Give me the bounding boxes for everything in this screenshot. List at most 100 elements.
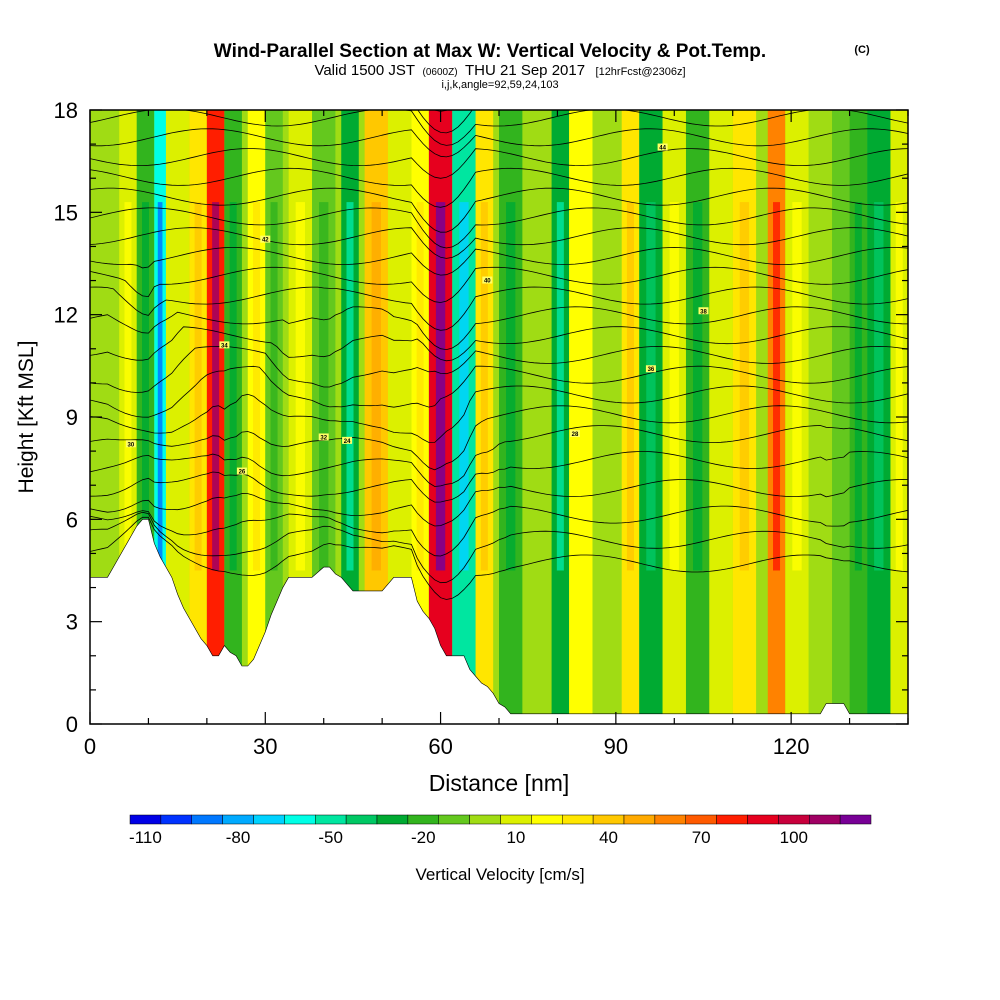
isentrope-label: 30 [128, 442, 135, 448]
velocity-field [90, 110, 908, 724]
velocity-core [212, 202, 220, 571]
colorbar-swatch [376, 814, 409, 825]
velocity-core [815, 202, 826, 571]
colorbar-swatch [623, 814, 656, 825]
velocity-core [669, 202, 679, 571]
isentrope-label: 34 [221, 343, 228, 349]
subtitle-forecast: [12hrFcst@2306z] [596, 66, 686, 78]
colorbar-swatch [253, 814, 285, 825]
isentrope-label: 40 [484, 279, 491, 285]
isentrope-label-bg [342, 436, 353, 444]
velocity-core [253, 202, 261, 571]
isentrope-line [90, 385, 908, 443]
isentropes [90, 110, 908, 600]
colorbar-swatch [315, 814, 347, 825]
colorbar: -110 -80 -50 -20 10 40 70 100 [129, 814, 872, 847]
velocity-core [792, 202, 802, 571]
x-tick-label: 0 [84, 734, 96, 759]
colorbar-swatch [716, 814, 748, 825]
isentrope-label-bg [125, 440, 136, 448]
y-tick-label: 9 [66, 405, 78, 430]
isentrope-label: 38 [700, 309, 707, 315]
velocity-core [416, 202, 424, 571]
isentrope-line [90, 266, 908, 303]
colorbar-swatch [500, 814, 532, 825]
isentrope-label-bg [569, 430, 580, 438]
isentrope-line [90, 511, 908, 584]
velocity-core [716, 202, 726, 571]
isentrope-label-bg [482, 276, 493, 284]
y-tick-label: 0 [66, 712, 78, 737]
isentrope-line [90, 286, 908, 331]
velocity-core [646, 202, 656, 571]
x-tick-label: 30 [253, 734, 277, 759]
isentrope-line [90, 516, 908, 600]
velocity-core [603, 202, 611, 571]
velocity-core [556, 202, 564, 571]
isentrope-line [90, 479, 908, 527]
isentrope-label-bg [645, 365, 656, 373]
velocity-core [435, 202, 446, 571]
colorbar-swatch [654, 814, 686, 825]
velocity-core [295, 202, 306, 571]
velocity-core [459, 202, 469, 571]
isentrope-label: 36 [648, 367, 655, 373]
colorbar-tick-label: 40 [599, 828, 618, 847]
isentrope-line [90, 505, 908, 557]
colorbar-swatch [778, 814, 810, 825]
title-mark: (C) [854, 44, 870, 56]
colorbar-tick-label: -20 [411, 828, 436, 847]
isentrope-line [90, 306, 908, 351]
velocity-core [194, 202, 202, 571]
velocity-core [270, 202, 278, 571]
colorbar-swatch [531, 814, 563, 825]
velocity-core [480, 202, 488, 571]
velocity-core [172, 202, 183, 571]
isentrope-line [90, 207, 908, 249]
chart-title: Wind-Parallel Section at Max W: Vertical… [214, 41, 766, 62]
velocity-core [773, 202, 781, 571]
velocity-core [576, 202, 586, 571]
colorbar-swatch [407, 814, 439, 825]
y-axis-label: Height [Kft MSL] [15, 341, 38, 494]
velocity-core [837, 202, 845, 571]
isentrope-label-bg [657, 143, 668, 151]
isentrope-line [90, 326, 908, 362]
velocity-core [229, 202, 237, 571]
velocity-core [346, 202, 354, 571]
velocity-core [394, 202, 405, 571]
colorbar-swatch [222, 814, 254, 825]
chart-indices: i,j,k,angle=92,59,24,103 [441, 79, 558, 91]
colorbar-swatch [809, 814, 841, 825]
isentrope-label: 24 [344, 439, 351, 445]
velocity-core [157, 202, 163, 571]
velocity-core [535, 202, 545, 571]
velocity-core [895, 202, 903, 571]
x-tick-label: 120 [773, 734, 810, 759]
isentrope-label-bg [236, 467, 247, 475]
isentrope-label-bg [318, 433, 329, 441]
colorbar-tick-label: -110 [129, 828, 162, 847]
colorbar-swatch [160, 814, 192, 825]
y-tick-label: 18 [54, 98, 78, 123]
colorbar-tick-label: 10 [506, 828, 525, 847]
colorbar-swatch [438, 814, 470, 825]
colorbar-swatch [747, 814, 779, 825]
velocity-core [124, 202, 132, 571]
colorbar-swatch [592, 814, 625, 825]
y-tick-label: 6 [66, 507, 78, 532]
velocity-core [692, 202, 703, 571]
colorbar-swatch [469, 814, 501, 825]
colorbar-swatch [129, 814, 162, 825]
x-tick-label: 90 [604, 734, 628, 759]
isentrope-label: 28 [572, 432, 579, 438]
isentrope-label: 26 [239, 470, 246, 476]
isentrope-line [90, 405, 908, 471]
colorbar-swatch [839, 814, 872, 825]
chart-subtitle: Valid 1500 JST (0600Z) THU 21 Sep 2017 [… [314, 62, 685, 79]
isentrope-line [90, 128, 908, 158]
colorbar-swatch [191, 814, 223, 825]
